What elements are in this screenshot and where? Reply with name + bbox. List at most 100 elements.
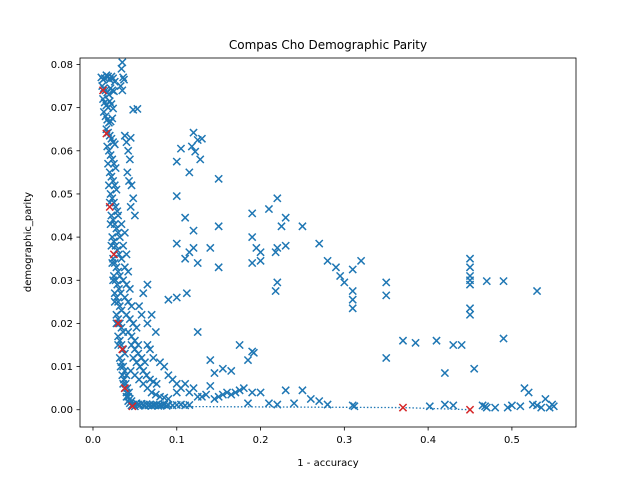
data-point	[119, 379, 128, 388]
data-point	[134, 340, 143, 350]
data-point	[130, 211, 140, 220]
plot-frame	[79, 57, 577, 428]
data-point	[214, 263, 223, 272]
data-point	[126, 202, 135, 212]
data-point	[214, 392, 223, 401]
data-point	[277, 222, 286, 231]
data-point	[289, 399, 299, 408]
y-axis: 0.00 0.01 0.02 0.03 0.04 0.05 0.06 0.07 0.08	[51, 60, 80, 416]
data-point	[147, 388, 156, 397]
data-point	[129, 194, 138, 203]
data-point	[201, 390, 211, 399]
pareto-point	[98, 86, 108, 95]
data-point	[112, 319, 121, 328]
data-point	[172, 157, 181, 166]
data-point	[196, 155, 205, 164]
data-point	[108, 194, 117, 203]
data-point	[115, 336, 124, 345]
data-point	[123, 168, 132, 177]
data-point	[99, 107, 109, 117]
pareto-point	[102, 129, 111, 138]
x-axis: 0.0 0.1 0.2 0.3 0.4 0.5	[85, 427, 520, 446]
pareto-point	[120, 384, 129, 393]
data-point	[532, 286, 542, 296]
data-point	[206, 355, 215, 365]
data-point	[398, 336, 408, 345]
data-point	[449, 340, 458, 350]
data-point	[239, 384, 248, 393]
data-point	[152, 379, 161, 388]
data-point	[465, 263, 475, 272]
data-point	[107, 211, 116, 220]
data-point	[197, 392, 207, 401]
x-tick-label: 0.3	[336, 435, 352, 446]
data-point	[382, 278, 391, 287]
data-point	[457, 340, 466, 350]
data-point	[127, 302, 136, 311]
data-point	[124, 267, 133, 276]
data-point	[323, 400, 332, 409]
data-point	[107, 100, 116, 109]
data-point	[117, 64, 126, 73]
data-point	[271, 286, 280, 296]
data-point	[118, 58, 127, 67]
data-point	[118, 371, 127, 380]
data-point	[206, 381, 215, 391]
data-point	[331, 263, 341, 272]
chart-title: Compas Cho Demographic Parity	[229, 38, 427, 52]
data-point	[160, 362, 169, 371]
data-point	[172, 239, 181, 248]
data-point	[231, 388, 240, 397]
data-point	[176, 144, 186, 153]
data-point	[210, 394, 219, 404]
x-axis-label: 1 - accuracy	[297, 458, 359, 469]
data-point	[151, 390, 160, 399]
data-point	[181, 254, 190, 263]
data-point	[273, 243, 282, 253]
data-point	[104, 146, 114, 155]
data-point	[124, 146, 133, 155]
data-point	[119, 241, 128, 250]
data-point	[132, 323, 141, 332]
y-tick-label: 0.00	[51, 405, 73, 416]
data-point	[125, 284, 134, 294]
pareto-point	[118, 345, 127, 354]
pareto-point	[113, 319, 123, 328]
x-tick-label: 0.4	[420, 435, 436, 446]
data-point	[104, 181, 114, 190]
data-point	[281, 213, 290, 222]
data-point	[115, 319, 124, 328]
data-point	[306, 394, 315, 404]
data-point	[107, 241, 116, 250]
data-point	[181, 213, 190, 222]
data-point	[449, 401, 458, 410]
data-point	[348, 265, 357, 274]
data-point	[110, 258, 119, 268]
data-point	[181, 379, 190, 388]
data-point	[113, 228, 123, 237]
y-axis-label: demographic_parity	[23, 192, 34, 292]
data-point	[110, 289, 119, 298]
data-point	[281, 386, 290, 395]
data-point	[440, 400, 450, 409]
data-point	[243, 355, 253, 365]
data-point	[143, 280, 152, 289]
data-point	[532, 401, 542, 410]
data-point	[191, 147, 200, 156]
y-tick-label: 0.06	[51, 146, 73, 157]
data-point	[541, 394, 550, 404]
data-point	[465, 280, 475, 289]
data-point	[382, 353, 391, 363]
data-point	[120, 131, 129, 140]
data-point	[465, 310, 475, 319]
data-point	[348, 286, 357, 296]
data-point	[105, 168, 114, 177]
data-point	[108, 276, 118, 285]
data-point	[271, 248, 280, 257]
y-tick-label: 0.07	[51, 103, 73, 114]
data-point	[547, 400, 557, 409]
data-point	[113, 332, 123, 341]
data-point	[281, 241, 290, 250]
data-point	[125, 155, 134, 164]
